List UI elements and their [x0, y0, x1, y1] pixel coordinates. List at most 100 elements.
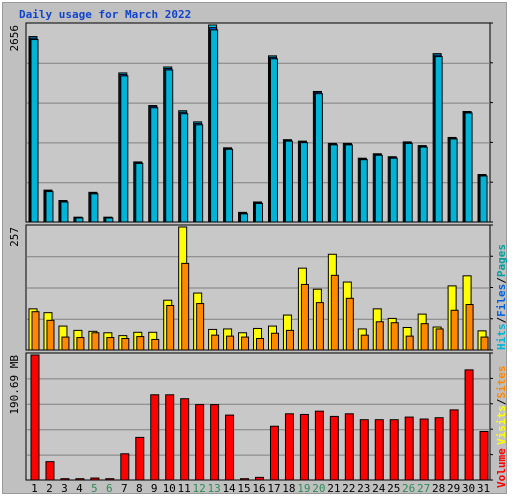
pages-bar: [344, 144, 353, 223]
legend-entry: Volume: [495, 448, 508, 488]
sites-bar: [121, 338, 130, 351]
volume-bar: [120, 453, 130, 481]
sites-bar: [166, 304, 175, 351]
volume-bar: [90, 477, 100, 481]
x-tick-label: 7: [121, 482, 128, 495]
volume-bar: [225, 414, 235, 481]
volume-bar: [60, 478, 70, 481]
sites-bar: [270, 332, 279, 351]
volume-bar: [359, 419, 369, 481]
x-tick-label: 13: [207, 482, 220, 495]
x-tick-label: 22: [342, 482, 355, 495]
volume-bar: [314, 410, 324, 481]
sites-bar: [285, 329, 294, 351]
legend-entry: Visits: [495, 405, 508, 445]
volume-bar: [479, 430, 489, 481]
pages-bar: [45, 191, 54, 223]
x-tick-label: 12: [193, 482, 206, 495]
x-tick-label: 10: [163, 482, 176, 495]
sites-bar: [61, 336, 70, 351]
sites-bar: [390, 322, 399, 351]
pages-bar: [314, 93, 323, 223]
x-tick-label: 19: [297, 482, 310, 495]
pages-bar: [210, 29, 219, 223]
sites-bar: [226, 335, 235, 351]
sites-bar: [450, 309, 459, 351]
pages-bar: [240, 213, 249, 223]
sites-bar: [196, 303, 205, 351]
sites-bar: [465, 304, 474, 351]
sites-bar: [480, 336, 489, 351]
sites-bar: [405, 335, 414, 351]
volume-bar: [180, 398, 190, 481]
legend-entry: Files: [495, 284, 508, 317]
pages-bar: [284, 140, 293, 223]
volume-bar: [150, 394, 160, 481]
sites-bar: [420, 323, 429, 351]
volume-bar: [329, 415, 339, 481]
volume-bar: [284, 413, 294, 481]
sites-bar: [360, 334, 369, 351]
pages-bar: [404, 142, 413, 223]
x-tick-label: 4: [76, 482, 83, 495]
volume-bar: [45, 461, 55, 481]
series-legend: Visits/Sites: [495, 366, 508, 446]
volume-bar: [464, 369, 474, 481]
pages-bar: [374, 154, 383, 223]
sites-bar: [46, 319, 55, 351]
volume-bar: [449, 409, 459, 481]
pages-bar: [90, 193, 99, 223]
volume-bar: [135, 436, 145, 481]
pages-bar: [60, 201, 69, 223]
x-tick-label: 2: [46, 482, 53, 495]
volume-bar: [165, 394, 175, 481]
legend-entry: Pages: [495, 244, 508, 277]
volume-bar: [269, 425, 279, 481]
x-tick-label: 14: [222, 482, 236, 495]
pages-bar: [30, 39, 39, 223]
sites-bar: [375, 321, 384, 351]
x-tick-label: 11: [178, 482, 191, 495]
series-legend: Hits/Files/Pages: [495, 244, 508, 350]
x-tick-label: 27: [417, 482, 430, 495]
volume-bar: [419, 418, 429, 481]
volume-bar: [299, 413, 309, 481]
pages-bar: [120, 75, 129, 223]
x-tick-label: 31: [477, 482, 490, 495]
sites-bar: [76, 337, 85, 351]
volume-bar: [75, 478, 85, 481]
pages-bar: [75, 217, 84, 223]
volume-bar: [240, 478, 250, 481]
x-tick-label: 1: [31, 482, 38, 495]
legend-entry: /: [495, 317, 508, 324]
series-legend: Volume: [495, 448, 508, 488]
x-tick-label: 17: [267, 482, 280, 495]
sites-bar: [330, 274, 339, 351]
volume-bar: [344, 413, 354, 481]
pages-bar: [150, 107, 159, 223]
pages-bar: [434, 56, 443, 223]
pages-bar: [135, 162, 144, 223]
pages-bar: [359, 159, 368, 223]
x-tick-label: 9: [151, 482, 158, 495]
pages-bar: [464, 112, 473, 223]
pages-bar: [419, 146, 428, 223]
legend-entry: /: [495, 277, 508, 284]
pages-bar: [180, 113, 189, 223]
legend-entry: Sites: [495, 366, 508, 399]
volume-bar: [374, 419, 384, 481]
sites-bar: [31, 311, 40, 351]
pages-bar: [449, 138, 458, 223]
pages-bar: [299, 142, 308, 223]
x-tick-label: 25: [387, 482, 400, 495]
volume-bar: [255, 476, 265, 481]
x-tick-label: 5: [91, 482, 98, 495]
sites-bar: [256, 338, 265, 351]
pages-bar: [255, 202, 264, 223]
sites-bar: [91, 332, 100, 351]
x-tick-label: 8: [136, 482, 143, 495]
volume-bar: [195, 404, 205, 481]
legend-entry: /: [495, 398, 508, 405]
x-tick-label: 29: [447, 482, 460, 495]
